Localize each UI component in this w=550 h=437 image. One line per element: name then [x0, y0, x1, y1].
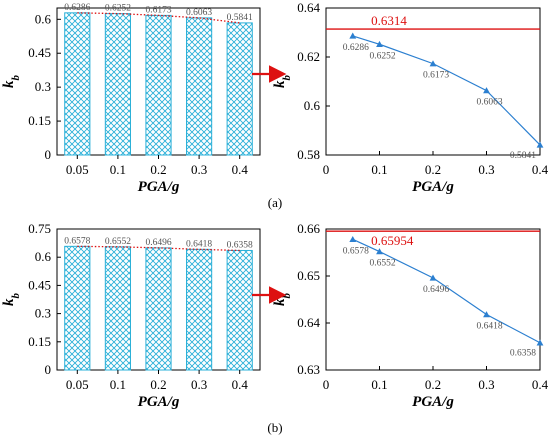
panel-b-bar-chart: 0 0.15 0.3 0.45 0.6 0.75 0.6578 0.05 0.6552 0.1 0.…	[1, 221, 261, 410]
bar-value-label: 0.5841	[227, 13, 253, 23]
x-tick-label: 0.3	[478, 377, 494, 392]
bar	[186, 17, 213, 156]
y-tick-label: 0.63	[297, 362, 320, 377]
point-value-label: 0.6496	[423, 285, 449, 295]
x-tick-label: 0.2	[150, 162, 166, 177]
x-tick-label: 0.4	[532, 162, 549, 177]
caption-a: (a)	[268, 195, 282, 210]
y-tick-label: 0.6	[35, 11, 52, 26]
bar	[226, 22, 253, 156]
x-tick-label: 0	[323, 162, 330, 177]
y-tick-label: 0	[45, 147, 52, 162]
y-axis-label: kb	[1, 293, 22, 307]
data-point	[536, 339, 544, 346]
x-tick-label: 0.4	[232, 377, 249, 392]
y-tick-label: 0.6	[304, 98, 321, 113]
x-tick-label: 0.1	[371, 162, 387, 177]
plot-frame	[325, 7, 541, 156]
x-tick-label: 0.2	[425, 162, 441, 177]
y-tick-label: 0.75	[28, 221, 51, 236]
bar	[186, 248, 213, 371]
y-tick-label: 0.45	[28, 277, 51, 292]
data-point	[349, 235, 357, 243]
bar-value-label: 0.6173	[145, 5, 171, 15]
data-point	[429, 60, 437, 67]
bar	[145, 14, 172, 156]
y-tick-label: 0.64	[297, 315, 320, 330]
x-tick-label: 0.1	[371, 377, 387, 392]
bar-value-label: 0.6496	[145, 238, 171, 248]
y-tick-label: 0.15	[28, 113, 51, 128]
panel-a-line-chart: 0.58 0.6 0.62 0.64 0 0.1 0.2 0.3 0.4 0.6314 0.6286…	[272, 0, 549, 195]
point-value-label: 0.6358	[510, 349, 536, 359]
data-point	[429, 274, 437, 281]
y-tick-label: 0.65	[297, 268, 320, 283]
y-tick-label: 0	[45, 362, 52, 377]
x-axis-label: PGA/g	[138, 394, 180, 410]
bar	[64, 12, 91, 156]
bar	[226, 249, 253, 371]
bar	[104, 13, 131, 156]
y-tick-label: 0.64	[297, 0, 320, 15]
y-axis-label: kb	[1, 75, 22, 89]
x-tick-label: 0.2	[150, 377, 166, 392]
data-point	[376, 248, 383, 255]
reference-line-label: 0.6314	[371, 13, 407, 28]
x-tick-label: 0.05	[66, 162, 89, 177]
bar-value-label: 0.6286	[64, 3, 90, 13]
point-value-label: 0.6286	[343, 43, 369, 53]
point-value-label: 0.6063	[476, 98, 502, 108]
x-axis-label: PGA/g	[412, 179, 454, 195]
point-value-label: 0.6552	[369, 259, 395, 269]
panel-a-bar-chart: 0 0.15 0.3 0.45 0.6 0.6286 0.05 0.6252 0.1 0.6173…	[1, 3, 261, 195]
caption-b: (b)	[267, 420, 282, 435]
bar-value-label: 0.6578	[64, 236, 90, 246]
bar	[145, 247, 172, 371]
point-value-label: 0.6252	[369, 51, 395, 61]
x-tick-label: 0.3	[191, 377, 207, 392]
bar-value-label: 0.6358	[227, 240, 253, 250]
data-point	[536, 141, 544, 148]
data-point	[376, 40, 383, 47]
data-point	[349, 32, 357, 39]
y-tick-label: 0.58	[297, 147, 320, 162]
x-axis-label: PGA/g	[138, 179, 180, 195]
point-value-label: 0.6418	[476, 322, 502, 332]
reference-line-label: 0.65954	[371, 233, 414, 248]
y-tick-label: 0.3	[35, 306, 51, 321]
y-tick-label: 0.45	[28, 45, 51, 60]
data-point	[483, 311, 490, 318]
data-point	[483, 87, 490, 94]
x-tick-label: 0.1	[110, 377, 126, 392]
bar-value-label: 0.6418	[186, 239, 212, 249]
point-value-label: 0.6173	[423, 71, 449, 81]
x-tick-label: 0	[323, 377, 330, 392]
bar-value-label: 0.6063	[186, 8, 212, 18]
bar-value-label: 0.6552	[105, 237, 131, 247]
bar	[64, 245, 91, 371]
y-tick-label: 0.62	[297, 49, 320, 64]
x-tick-label: 0.3	[191, 162, 207, 177]
x-tick-label: 0.3	[478, 162, 494, 177]
x-tick-label: 0.4	[232, 162, 249, 177]
bar	[104, 246, 131, 371]
x-axis-label: PGA/g	[412, 394, 454, 410]
panel-b-line-chart: 0.630.640.650.660 0.1 0.2 0.3 0.40.659540.65…	[272, 221, 549, 410]
x-tick-label: 0.1	[110, 162, 126, 177]
trend-line	[77, 245, 240, 252]
x-tick-label: 0.4	[532, 377, 549, 392]
trend-line	[77, 12, 240, 24]
x-tick-label: 0.05	[66, 377, 89, 392]
y-tick-label: 0.66	[297, 221, 320, 236]
y-tick-label: 0.6	[35, 249, 52, 264]
bar-value-label: 0.6252	[105, 4, 131, 14]
point-value-label: 0.6578	[343, 246, 369, 256]
y-tick-label: 0.3	[35, 79, 51, 94]
y-tick-label: 0.15	[28, 334, 51, 349]
point-value-label: 0.5841	[510, 151, 536, 161]
x-tick-label: 0.2	[425, 377, 441, 392]
y-axis-label: kb	[272, 75, 293, 89]
